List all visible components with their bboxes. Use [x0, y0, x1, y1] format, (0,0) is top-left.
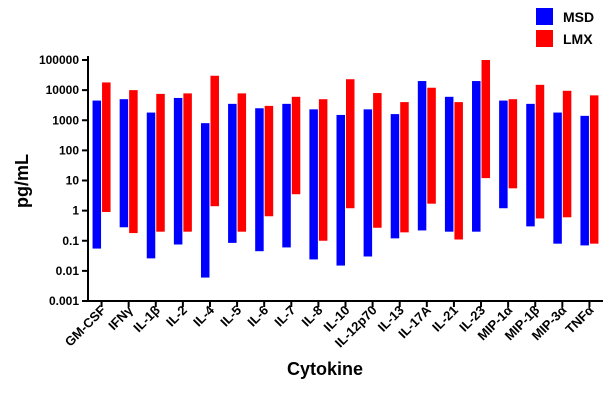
bar-msd-8	[309, 109, 318, 260]
bar-lmx-9	[346, 79, 355, 209]
bar-msd-18	[580, 115, 589, 246]
bar-lmx-8	[318, 99, 328, 241]
bar-lmx-3	[183, 93, 192, 232]
bar-msd-12	[417, 81, 427, 231]
bar-msd-6	[255, 108, 264, 252]
x-tick-label: IL-6	[244, 303, 271, 330]
bar-msd-11	[390, 114, 400, 239]
bar-msd-13	[444, 96, 454, 232]
bar-lmx-6	[264, 105, 274, 217]
bars	[92, 60, 599, 278]
bar-msd-17	[553, 112, 562, 244]
legend: MSD LMX	[536, 8, 594, 47]
legend-swatch-lmx	[536, 30, 553, 47]
bar-lmx-16	[535, 84, 545, 219]
legend-swatch-msd	[536, 8, 553, 25]
y-tick-label: 0.1	[62, 234, 79, 248]
x-tick-label: GM-CSF	[62, 302, 109, 349]
x-tick-label: IL-7	[271, 303, 298, 330]
y-tick-label: 1	[72, 204, 79, 218]
x-axis-title: Cytokine	[287, 359, 363, 379]
bar-lmx-11	[400, 102, 409, 233]
bar-msd-5	[228, 103, 237, 243]
bar-msd-2	[146, 112, 156, 259]
bar-msd-1	[119, 99, 129, 228]
bar-lmx-10	[373, 93, 382, 228]
bar-lmx-4	[210, 75, 219, 207]
bar-msd-3	[173, 97, 183, 245]
x-tick-label: IL-5	[217, 303, 244, 330]
bar-msd-0	[92, 100, 102, 249]
bar-lmx-14	[481, 60, 491, 179]
y-tick-label: 1000	[52, 113, 79, 127]
bar-lmx-15	[508, 99, 518, 189]
x-tick-label: IL-4	[190, 302, 217, 329]
x-tick-label: IL-2	[163, 303, 190, 330]
bar-lmx-0	[102, 82, 111, 213]
bar-msd-10	[363, 109, 373, 257]
y-tick-label: 0.001	[49, 294, 79, 308]
bar-lmx-17	[562, 90, 572, 218]
bar-lmx-7	[291, 96, 301, 195]
bar-msd-4	[200, 123, 210, 278]
y-axis-title: pg/mL	[12, 154, 32, 208]
bar-lmx-12	[427, 87, 436, 204]
legend-label-msd: MSD	[563, 9, 594, 25]
legend-label-lmx: LMX	[563, 31, 593, 47]
bar-msd-14	[472, 81, 481, 232]
y-tick-label: 10	[66, 174, 80, 188]
bar-msd-15	[499, 100, 508, 209]
y-tick-label: 10000	[46, 83, 80, 97]
x-tick-label: IL-1β	[130, 302, 163, 335]
bar-lmx-2	[156, 93, 165, 232]
x-tick-label: TNFα	[562, 303, 596, 337]
y-tick-label: 100000	[39, 53, 79, 67]
bar-msd-9	[336, 114, 345, 266]
y-axis-ticks: 0.001 0.01 0.1 1 10 100 1000 10000 100000	[39, 53, 88, 308]
bar-msd-16	[526, 103, 535, 227]
bar-lmx-5	[237, 93, 247, 232]
x-tick-label: IFNγ	[105, 302, 136, 333]
x-tick-label: IL-21	[429, 303, 461, 335]
bar-lmx-1	[129, 90, 138, 234]
bar-lmx-18	[589, 95, 599, 244]
bar-msd-7	[282, 103, 291, 248]
bar-lmx-13	[454, 102, 463, 240]
y-tick-label: 0.01	[56, 264, 80, 278]
y-tick-label: 100	[59, 143, 79, 157]
